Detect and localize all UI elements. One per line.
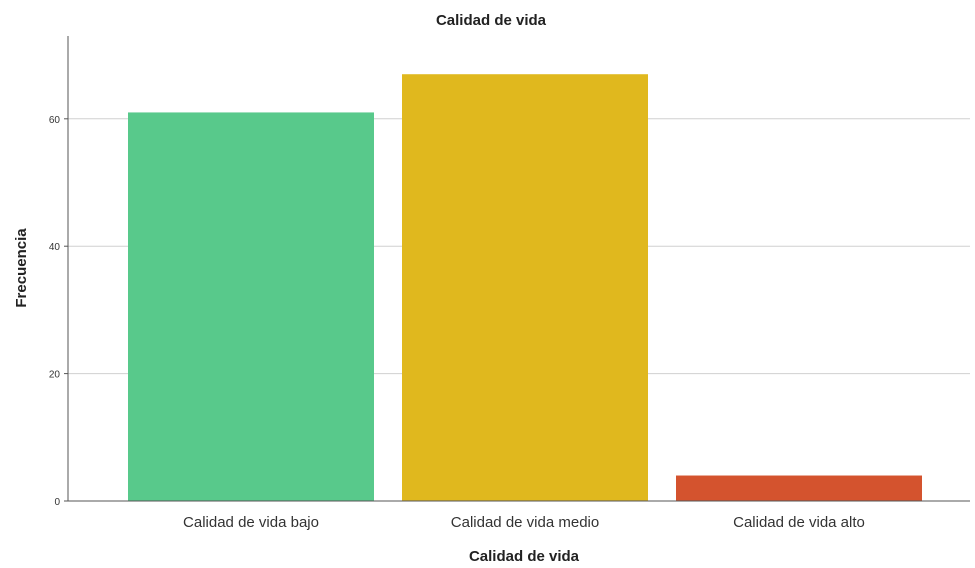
chart-title: Calidad de vida <box>436 12 547 29</box>
bars <box>128 74 922 501</box>
bar-3 <box>676 475 922 501</box>
x-ticks: Calidad de vida bajo Calidad de vida medi… <box>183 514 865 531</box>
x-tick-label: Calidad de vida medio <box>451 514 599 531</box>
x-tick-label: Calidad de vida alto <box>733 514 865 531</box>
bar-1 <box>128 112 374 501</box>
y-tick-label: 20 <box>49 370 61 381</box>
bar-2 <box>402 74 648 501</box>
y-axis-label: Frecuencia <box>13 228 30 308</box>
y-ticks: 0 20 40 60 <box>49 115 68 508</box>
y-tick-label: 40 <box>49 242 61 253</box>
y-tick-label: 60 <box>49 115 61 126</box>
y-tick-label: 0 <box>54 497 60 508</box>
x-tick-label: Calidad de vida bajo <box>183 514 319 531</box>
x-axis-label: Calidad de vida <box>469 548 580 565</box>
